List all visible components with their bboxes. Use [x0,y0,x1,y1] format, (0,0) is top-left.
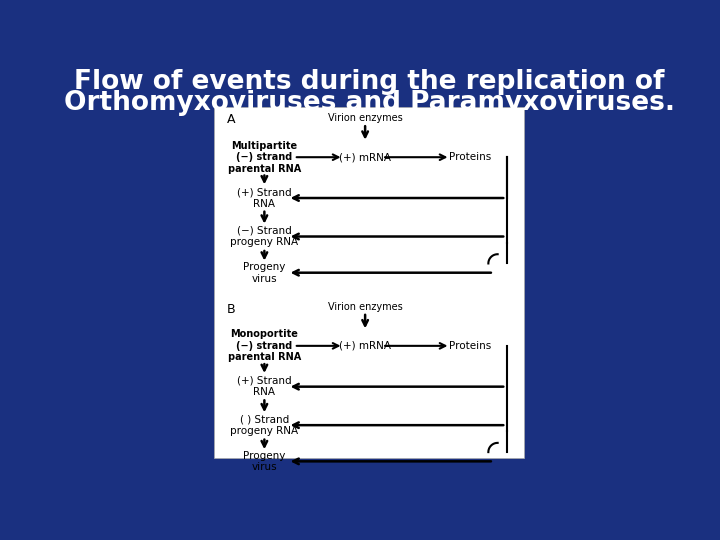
Text: (+) Strand
RNA: (+) Strand RNA [237,376,292,397]
Text: Proteins: Proteins [449,152,491,162]
Text: (−) Strand
progeny RNA: (−) Strand progeny RNA [230,226,298,247]
Text: Monoportite
(−) strand
parental RNA: Monoportite (−) strand parental RNA [228,329,301,362]
Text: A: A [227,113,235,126]
Text: Progeny
virus: Progeny virus [243,450,286,472]
Text: B: B [227,303,235,316]
Text: Multipartite
(−) strand
parental RNA: Multipartite (−) strand parental RNA [228,140,301,174]
Bar [214,107,524,457]
Text: Progeny
virus: Progeny virus [243,262,286,284]
Text: Orthomyxoviruses and Paramyxoviruses.: Orthomyxoviruses and Paramyxoviruses. [63,90,675,116]
Text: Virion enzymes: Virion enzymes [328,113,402,123]
Circle shape [222,301,240,318]
Circle shape [222,111,240,128]
Text: (+) mRNA: (+) mRNA [339,152,391,162]
Text: ( ) Strand
progeny RNA: ( ) Strand progeny RNA [230,414,298,436]
Text: (+) mRNA: (+) mRNA [339,341,391,351]
Text: Virion enzymes: Virion enzymes [328,301,402,312]
Text: Flow of events during the replication of: Flow of events during the replication of [73,69,665,94]
Text: (+) Strand
RNA: (+) Strand RNA [237,187,292,209]
Text: Proteins: Proteins [449,341,491,351]
